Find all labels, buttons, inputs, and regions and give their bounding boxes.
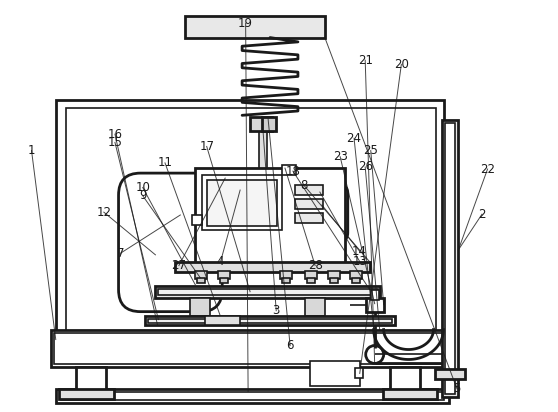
Text: 20: 20 <box>394 58 409 71</box>
Text: 25: 25 <box>363 144 378 157</box>
FancyBboxPatch shape <box>118 173 222 311</box>
Text: 2: 2 <box>478 208 485 221</box>
Bar <box>54 332 446 365</box>
Text: 8: 8 <box>300 179 307 192</box>
Bar <box>56 389 449 403</box>
Bar <box>207 180 277 226</box>
Bar <box>146 316 395 325</box>
Bar <box>56 101 444 339</box>
Bar <box>307 278 315 283</box>
Bar <box>330 278 338 283</box>
Bar <box>193 215 202 225</box>
Bar <box>158 289 378 295</box>
Text: 23: 23 <box>333 150 348 163</box>
Text: 6: 6 <box>286 339 294 352</box>
Bar <box>442 120 458 397</box>
Text: 11: 11 <box>157 157 172 169</box>
Bar <box>328 271 340 279</box>
Text: 17: 17 <box>199 140 214 153</box>
Text: 7: 7 <box>117 247 124 260</box>
Text: 28: 28 <box>307 259 323 272</box>
Text: 24: 24 <box>347 132 362 145</box>
Bar <box>282 278 290 283</box>
Bar <box>218 271 230 279</box>
Bar <box>352 278 360 283</box>
Bar <box>310 361 360 386</box>
Text: 12: 12 <box>97 206 112 219</box>
Bar <box>148 318 392 323</box>
Bar <box>198 278 205 283</box>
Bar <box>195 168 345 268</box>
Text: 13: 13 <box>352 255 367 268</box>
Bar <box>175 262 370 272</box>
Text: 27: 27 <box>171 259 186 272</box>
Text: 9: 9 <box>139 189 147 202</box>
Bar <box>350 271 362 279</box>
Bar <box>445 123 455 394</box>
Bar <box>250 117 272 131</box>
Text: 16: 16 <box>108 128 122 140</box>
Text: 18: 18 <box>286 165 300 178</box>
Bar <box>365 298 384 311</box>
Text: 1: 1 <box>28 144 35 157</box>
Bar <box>205 316 240 325</box>
Bar <box>195 271 207 279</box>
Bar <box>156 286 379 298</box>
Bar <box>389 368 420 391</box>
Bar <box>305 271 317 279</box>
Text: 14: 14 <box>352 245 367 258</box>
Bar <box>295 199 323 209</box>
Bar <box>66 108 436 332</box>
Bar <box>51 330 449 368</box>
Bar <box>59 389 114 399</box>
Bar <box>190 298 210 316</box>
Text: 3: 3 <box>272 304 280 317</box>
Bar <box>259 130 267 210</box>
Bar <box>355 368 363 378</box>
Bar <box>295 213 323 223</box>
Text: 19: 19 <box>238 17 253 30</box>
Bar <box>305 298 325 316</box>
Bar <box>76 368 105 391</box>
Text: 10: 10 <box>135 181 150 194</box>
Bar <box>220 278 228 283</box>
Bar <box>61 392 444 400</box>
Bar <box>371 290 379 300</box>
Bar <box>185 16 325 37</box>
Bar <box>295 185 323 195</box>
Bar <box>280 271 292 279</box>
Text: 15: 15 <box>108 136 122 149</box>
Bar <box>202 175 282 230</box>
FancyBboxPatch shape <box>314 185 348 241</box>
Text: 4: 4 <box>217 255 224 268</box>
Text: 26: 26 <box>358 161 373 173</box>
Bar <box>383 389 437 399</box>
Bar <box>435 370 465 379</box>
Text: 22: 22 <box>480 163 495 176</box>
Text: 5: 5 <box>453 382 461 395</box>
Bar <box>282 165 296 175</box>
Bar <box>262 117 276 131</box>
Text: 21: 21 <box>358 54 373 67</box>
